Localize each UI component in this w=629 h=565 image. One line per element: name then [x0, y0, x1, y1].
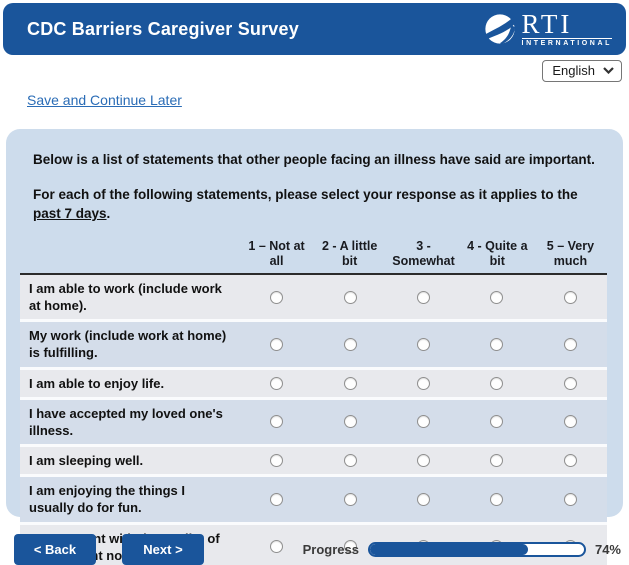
table-row: I am able to work (include work at home)…: [20, 274, 607, 323]
statement-label: I have accepted my loved one's illness.: [29, 405, 223, 438]
radio-option-row1-col1[interactable]: [270, 290, 284, 304]
column-header-3: 3 - Somewhat: [392, 238, 455, 269]
progress-bar: [367, 542, 586, 557]
instruction-line-1: Below is a list of statements that other…: [33, 152, 595, 167]
table-row: I am able to enjoy life.: [20, 369, 607, 400]
table-body: I am able to work (include work at home)…: [20, 272, 607, 565]
radio-option-row1-col5[interactable]: [563, 290, 577, 304]
progress-fill: [369, 544, 529, 555]
radio-option-row6-col1[interactable]: [270, 492, 284, 506]
radio-option-row7-col1[interactable]: [270, 540, 284, 554]
radio-option-row2-col1[interactable]: [270, 337, 284, 351]
radio-option-row6-col3[interactable]: [416, 492, 430, 506]
radio-option-row6-col5[interactable]: [563, 492, 577, 506]
column-header-4: 4 - Quite a bit: [467, 238, 528, 269]
table-row: I am enjoying the things I usually do fo…: [20, 477, 607, 525]
progress-label: Progress: [302, 542, 359, 557]
radio-option-row2-col2[interactable]: [343, 337, 357, 351]
column-header-5: 5 – Very much: [546, 238, 595, 269]
radio-option-row4-col3[interactable]: [416, 415, 430, 429]
radio-option-row2-col4[interactable]: [490, 337, 504, 351]
table-header-row: 1 – Not at all 2 - A little bit 3 - Somewh…: [20, 239, 607, 273]
chevron-down-icon: [603, 67, 614, 74]
radio-option-row4-col1[interactable]: [270, 415, 284, 429]
radio-option-row1-col2[interactable]: [343, 290, 357, 304]
radio-option-row7-col2[interactable]: [343, 540, 357, 554]
radio-option-row5-col2[interactable]: [343, 454, 357, 468]
rti-logo-icon: [483, 12, 517, 46]
radio-option-row1-col3[interactable]: [416, 290, 430, 304]
radio-option-row6-col2[interactable]: [343, 492, 357, 506]
column-header-2: 2 - A little bit: [322, 238, 378, 269]
radio-option-row1-col4[interactable]: [490, 290, 504, 304]
radio-option-row3-col4[interactable]: [490, 376, 504, 390]
progress-group: Progress 74%: [303, 542, 621, 557]
progress-percent: 74%: [594, 542, 621, 557]
radio-option-row3-col2[interactable]: [343, 376, 357, 390]
table-row: I am sleeping well.: [20, 447, 607, 478]
next-button[interactable]: Next >: [122, 534, 204, 565]
statement-label: I am able to work (include work at home)…: [29, 280, 222, 314]
statement-label: I am able to enjoy life.: [29, 375, 165, 391]
radio-option-row2-col5[interactable]: [563, 337, 577, 351]
instruction-line-2: For each of the following statements, pl…: [33, 186, 578, 222]
table-row: I have accepted my loved one's illness.: [20, 399, 607, 448]
logo-sub-text: INTERNATIONAL: [521, 38, 612, 47]
statement-label: I am sleeping well.: [29, 453, 144, 469]
radio-option-row3-col1[interactable]: [270, 376, 284, 390]
radio-option-row6-col4[interactable]: [490, 492, 504, 506]
past-7-days-emphasis: past 7 days: [33, 206, 107, 222]
page-title: CDC Barriers Caregiver Survey: [27, 18, 299, 39]
instructions: Below is a list of statements that other…: [20, 150, 607, 224]
radio-option-row4-col5[interactable]: [563, 415, 577, 429]
footer: < Back Next > Progress 74%: [14, 534, 621, 565]
save-and-continue-link[interactable]: Save and Continue Later: [27, 92, 182, 108]
radio-option-row4-col4[interactable]: [490, 415, 504, 429]
radio-option-row3-col3[interactable]: [416, 376, 430, 390]
rti-logo: RTI INTERNATIONAL: [483, 11, 612, 47]
statement-label: My work (include work at home) is fulfil…: [29, 328, 227, 361]
radio-option-row4-col2[interactable]: [343, 415, 357, 429]
language-select[interactable]: English: [542, 60, 622, 82]
back-button[interactable]: < Back: [14, 534, 96, 565]
radio-option-row3-col5[interactable]: [563, 376, 577, 390]
radio-option-row5-col3[interactable]: [416, 454, 430, 468]
table-row: My work (include work at home) is fulfil…: [20, 322, 607, 370]
logo-main-text: RTI: [521, 9, 573, 39]
column-header-1: 1 – Not at all: [248, 238, 305, 269]
radio-option-row2-col3[interactable]: [416, 337, 430, 351]
survey-table: 1 – Not at all 2 - A little bit 3 - Somewh…: [20, 239, 607, 565]
radio-option-row5-col5[interactable]: [563, 454, 577, 468]
statement-label: I am enjoying the things I usually do fo…: [29, 483, 186, 516]
survey-panel: Below is a list of statements that other…: [6, 129, 623, 565]
radio-option-row5-col1[interactable]: [270, 454, 284, 468]
app-header: CDC Barriers Caregiver Survey RTI INTERN…: [3, 3, 626, 55]
language-selected-value: English: [552, 63, 595, 78]
radio-option-row5-col4[interactable]: [490, 454, 504, 468]
